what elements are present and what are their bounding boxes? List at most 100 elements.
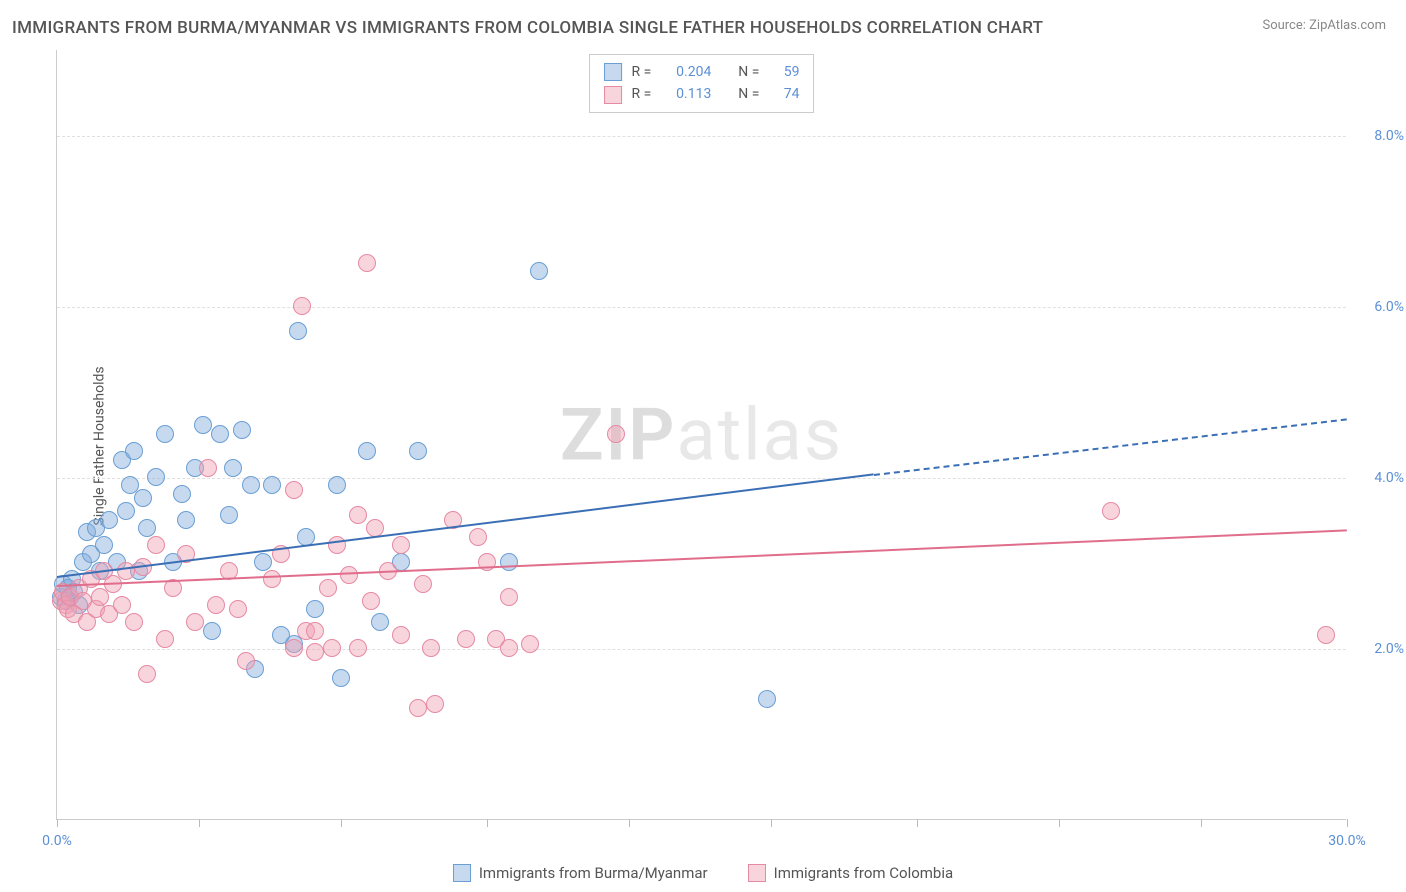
- x-tick: [917, 819, 918, 827]
- watermark: ZIPatlas: [560, 392, 843, 477]
- legend-swatch: [748, 864, 766, 882]
- scatter-point-burma: [371, 613, 389, 631]
- scatter-point-colombia: [422, 639, 440, 657]
- scatter-point-burma: [147, 468, 165, 486]
- scatter-point-burma: [242, 476, 260, 494]
- legend-swatch: [604, 86, 622, 104]
- x-tick: [629, 819, 630, 827]
- n-label: N =: [738, 83, 759, 105]
- scatter-point-colombia: [340, 566, 358, 584]
- scatter-point-colombia: [358, 254, 376, 272]
- scatter-point-colombia: [117, 562, 135, 580]
- scatter-point-burma: [203, 622, 221, 640]
- trend-line: [874, 418, 1347, 476]
- scatter-point-burma: [254, 553, 272, 571]
- plot-area: ZIPatlas R =0.204 N =59R =0.113 N =74 2.…: [56, 50, 1346, 820]
- scatter-point-burma: [332, 669, 350, 687]
- scatter-point-colombia: [306, 622, 324, 640]
- scatter-point-colombia: [237, 652, 255, 670]
- scatter-point-colombia: [349, 506, 367, 524]
- scatter-point-colombia: [500, 588, 518, 606]
- scatter-point-burma: [224, 459, 242, 477]
- scatter-point-colombia: [521, 635, 539, 653]
- legend-label: Immigrants from Colombia: [774, 864, 954, 882]
- scatter-point-colombia: [319, 579, 337, 597]
- x-tick: [771, 819, 772, 827]
- scatter-point-burma: [530, 262, 548, 280]
- x-tick: [487, 819, 488, 827]
- scatter-point-colombia: [285, 639, 303, 657]
- stat-legend-row: R = 0.113 N = 74: [604, 83, 800, 105]
- scatter-point-burma: [328, 476, 346, 494]
- scatter-point-colombia: [409, 699, 427, 717]
- scatter-point-burma: [358, 442, 376, 460]
- scatter-point-burma: [211, 425, 229, 443]
- y-tick-label: 6.0%: [1374, 299, 1404, 315]
- scatter-point-colombia: [328, 536, 346, 554]
- scatter-point-colombia: [207, 596, 225, 614]
- scatter-point-colombia: [125, 613, 143, 631]
- scatter-point-colombia: [138, 665, 156, 683]
- scatter-point-colombia: [392, 626, 410, 644]
- scatter-point-burma: [117, 502, 135, 520]
- scatter-point-burma: [156, 425, 174, 443]
- n-label: N =: [738, 61, 759, 83]
- scatter-point-colombia: [1102, 502, 1120, 520]
- scatter-point-colombia: [414, 575, 432, 593]
- r-label: R =: [632, 83, 652, 105]
- scatter-point-colombia: [426, 695, 444, 713]
- y-tick-label: 4.0%: [1374, 470, 1404, 486]
- scatter-point-colombia: [362, 592, 380, 610]
- scatter-point-colombia: [263, 570, 281, 588]
- source-attribution: Source: ZipAtlas.com: [1262, 18, 1386, 33]
- legend-item: Immigrants from Burma/Myanmar: [453, 864, 708, 882]
- x-tick: [199, 819, 200, 827]
- bottom-legend: Immigrants from Burma/Myanmar Immigrants …: [0, 864, 1406, 882]
- scatter-point-colombia: [156, 630, 174, 648]
- legend-item: Immigrants from Colombia: [748, 864, 954, 882]
- scatter-point-burma: [173, 485, 191, 503]
- x-tick: [1201, 819, 1202, 827]
- x-tick: [341, 819, 342, 827]
- y-tick-label: 8.0%: [1374, 128, 1404, 144]
- scatter-point-colombia: [229, 600, 247, 618]
- scatter-point-burma: [409, 442, 427, 460]
- trend-line: [57, 529, 1347, 587]
- scatter-point-colombia: [323, 639, 341, 657]
- gridline: [57, 307, 1346, 308]
- x-tick: [57, 819, 58, 827]
- scatter-point-colombia: [293, 297, 311, 315]
- n-value: 59: [769, 61, 799, 83]
- r-value: 0.204: [661, 61, 711, 83]
- scatter-point-burma: [177, 511, 195, 529]
- scatter-point-colombia: [285, 481, 303, 499]
- scatter-point-colombia: [392, 536, 410, 554]
- legend-label: Immigrants from Burma/Myanmar: [479, 864, 708, 882]
- scatter-point-colombia: [113, 596, 131, 614]
- scatter-point-colombia: [607, 425, 625, 443]
- gridline: [57, 649, 1346, 650]
- legend-swatch: [453, 864, 471, 882]
- scatter-point-colombia: [186, 613, 204, 631]
- stat-legend: R = 0.204 N = 59R = 0.113 N = 74: [589, 54, 815, 113]
- scatter-point-colombia: [469, 528, 487, 546]
- chart-title: IMMIGRANTS FROM BURMA/MYANMAR VS IMMIGRA…: [12, 18, 1043, 38]
- r-value: 0.113: [661, 83, 711, 105]
- n-value: 74: [769, 83, 799, 105]
- scatter-point-burma: [306, 600, 324, 618]
- scatter-point-colombia: [457, 630, 475, 648]
- scatter-point-burma: [95, 536, 113, 554]
- scatter-point-burma: [289, 322, 307, 340]
- x-tick-label: 0.0%: [42, 833, 72, 849]
- scatter-point-colombia: [306, 643, 324, 661]
- scatter-point-burma: [134, 489, 152, 507]
- scatter-point-colombia: [147, 536, 165, 554]
- scatter-point-burma: [500, 553, 518, 571]
- scatter-point-colombia: [1317, 626, 1335, 644]
- scatter-point-burma: [263, 476, 281, 494]
- scatter-point-colombia: [500, 639, 518, 657]
- scatter-point-burma: [138, 519, 156, 537]
- scatter-point-colombia: [349, 639, 367, 657]
- scatter-point-burma: [194, 416, 212, 434]
- scatter-point-burma: [233, 421, 251, 439]
